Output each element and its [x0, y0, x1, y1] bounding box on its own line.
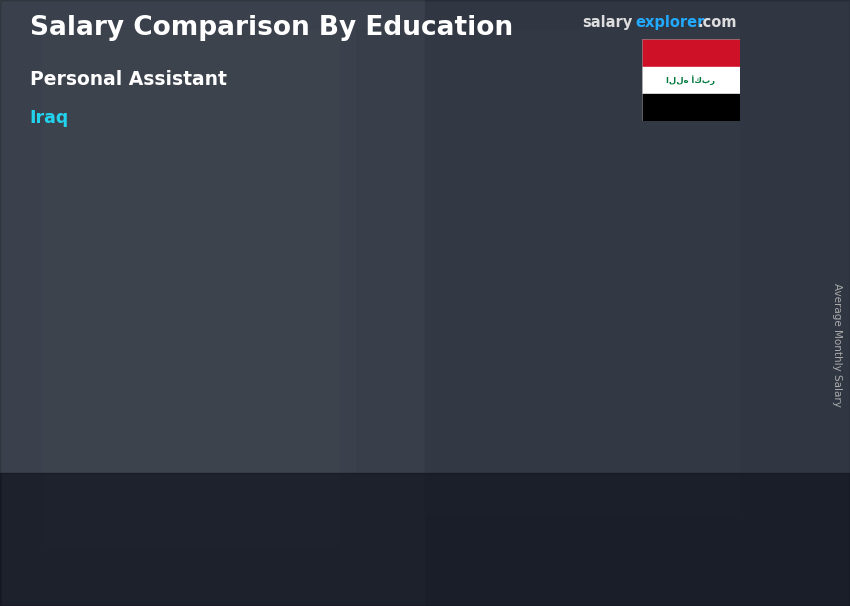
- FancyBboxPatch shape: [357, 30, 740, 515]
- Bar: [642, 67, 740, 94]
- Polygon shape: [449, 350, 466, 515]
- Text: .com: .com: [698, 15, 737, 30]
- Text: salary: salary: [582, 15, 632, 30]
- Bar: [642, 94, 740, 121]
- Text: 1,050,000 IQD: 1,050,000 IQD: [330, 335, 448, 350]
- Text: 668,000 IQD: 668,000 IQD: [107, 393, 209, 408]
- Polygon shape: [121, 410, 235, 414]
- Bar: [121, 414, 218, 515]
- Bar: [583, 248, 680, 515]
- Text: +57%: +57%: [241, 233, 330, 262]
- Polygon shape: [218, 410, 235, 515]
- FancyBboxPatch shape: [42, 30, 340, 545]
- Bar: [642, 39, 740, 67]
- Text: Salary Comparison By Education: Salary Comparison By Education: [30, 15, 513, 41]
- Bar: [0, 0, 425, 606]
- Text: +68%: +68%: [471, 126, 561, 154]
- Bar: [0, 473, 850, 606]
- Polygon shape: [680, 238, 696, 515]
- Polygon shape: [583, 238, 696, 248]
- Bar: [425, 0, 850, 606]
- Text: explorer: explorer: [636, 15, 705, 30]
- Bar: [352, 356, 449, 515]
- Text: الله أكبر: الله أكبر: [666, 75, 715, 85]
- Text: Personal Assistant: Personal Assistant: [30, 70, 227, 88]
- Text: 1,760,000 IQD: 1,760,000 IQD: [561, 227, 679, 242]
- Polygon shape: [352, 350, 466, 356]
- Text: Average Monthly Salary: Average Monthly Salary: [832, 284, 842, 407]
- Text: Iraq: Iraq: [30, 109, 69, 127]
